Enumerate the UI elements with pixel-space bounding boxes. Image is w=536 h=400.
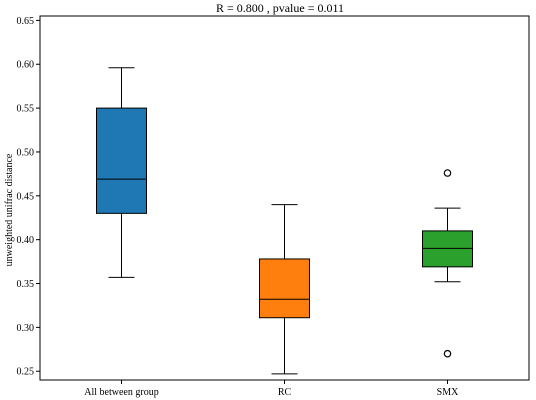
box	[96, 107, 147, 214]
x-tick-label: SMX	[437, 387, 459, 398]
box-group	[422, 169, 473, 358]
x-tick-label: RC	[278, 387, 292, 398]
y-tick-label: 0.65	[17, 16, 35, 27]
y-tick-label: 0.55	[17, 104, 35, 115]
y-axis-title: unweighted unifrac distance	[4, 153, 15, 266]
boxes	[96, 67, 473, 375]
y-tick-label: 0.30	[17, 323, 35, 334]
chart-title: R = 0.800 , pvalue = 0.011	[216, 1, 344, 15]
x-axis: All between group RC SMX	[84, 380, 459, 398]
box-group	[96, 67, 147, 278]
outlier-point	[443, 169, 452, 177]
y-tick-label: 0.45	[17, 191, 35, 202]
y-tick-label: 0.60	[17, 60, 35, 71]
y-axis: 0.25 0.30 0.35 0.40 0.45 0.50 0.55 0.60 0.65	[17, 16, 40, 378]
x-tick-label: All between group	[84, 387, 158, 398]
box-group	[259, 204, 310, 375]
box	[259, 258, 310, 319]
y-tick-label: 0.40	[17, 235, 35, 246]
y-tick-label: 0.35	[17, 279, 35, 290]
y-tick-label: 0.50	[17, 147, 35, 158]
outlier-point	[443, 349, 452, 358]
y-tick-label: 0.25	[17, 367, 35, 378]
plot-frame	[39, 15, 530, 381]
